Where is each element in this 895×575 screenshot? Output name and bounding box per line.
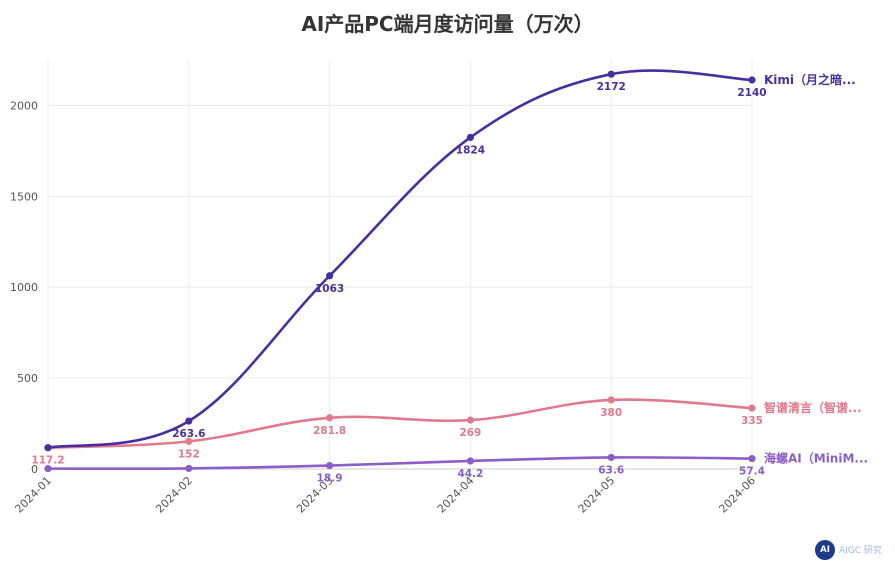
data-label: 152	[178, 448, 200, 460]
x-tick-label: 2024-01	[12, 474, 54, 516]
data-point	[185, 417, 193, 425]
x-tick-label: 2024-05	[576, 474, 618, 516]
data-point	[44, 444, 52, 452]
data-label: 63.6	[598, 464, 624, 476]
data-point	[607, 453, 615, 462]
data-point	[185, 437, 193, 445]
data-label: 281.8	[313, 425, 346, 437]
data-label: 57.4	[739, 466, 765, 478]
series-line	[46, 69, 754, 449]
y-tick-label: 2000	[10, 99, 38, 112]
y-tick-label: 0	[31, 463, 38, 476]
data-label: 335	[741, 415, 763, 427]
series-line	[46, 398, 754, 449]
x-tick-label: 2024-02	[153, 474, 195, 516]
y-tick-label: 1500	[10, 190, 38, 203]
data-point	[748, 76, 756, 84]
data-point	[326, 414, 334, 422]
series-name-label: 智谱清言（智谱...	[763, 400, 862, 415]
y-tick-label: 1000	[10, 281, 38, 294]
data-point	[44, 465, 52, 473]
data-point	[466, 133, 474, 142]
y-tick-label: 500	[17, 372, 38, 385]
data-point	[466, 416, 474, 424]
watermark: AI AIGC 研究	[815, 540, 885, 562]
data-label: 117.2	[31, 455, 64, 467]
series-line	[46, 456, 754, 471]
data-point	[748, 404, 756, 412]
data-point	[185, 464, 193, 473]
data-label: 2172	[597, 81, 626, 93]
data-point	[326, 461, 334, 470]
data-label: 1824	[456, 144, 485, 156]
chart-title: AI产品PC端月度访问量（万次）	[301, 12, 594, 36]
data-point	[466, 457, 474, 465]
data-point	[326, 272, 334, 280]
data-point	[607, 70, 615, 78]
data-label: 380	[600, 407, 622, 419]
watermark-text: AIGC 研究	[839, 546, 882, 556]
data-label: 1063	[315, 283, 344, 295]
x-tick-label: 2024-04	[435, 474, 477, 516]
watermark-ai-icon: AI	[815, 540, 835, 560]
data-point	[748, 454, 756, 463]
data-label: 263.6	[172, 428, 205, 440]
series-name-label: Kimi（月之暗...	[764, 72, 856, 87]
series-name-label: 海螺AI（MiniM...	[764, 451, 868, 466]
data-label: 269	[459, 427, 481, 439]
data-point	[607, 396, 615, 404]
data-label: 2140	[737, 87, 766, 99]
data-label: 18.9	[317, 473, 343, 485]
data-label: 44.2	[457, 468, 483, 480]
x-tick-label: 2024-06	[716, 474, 758, 516]
